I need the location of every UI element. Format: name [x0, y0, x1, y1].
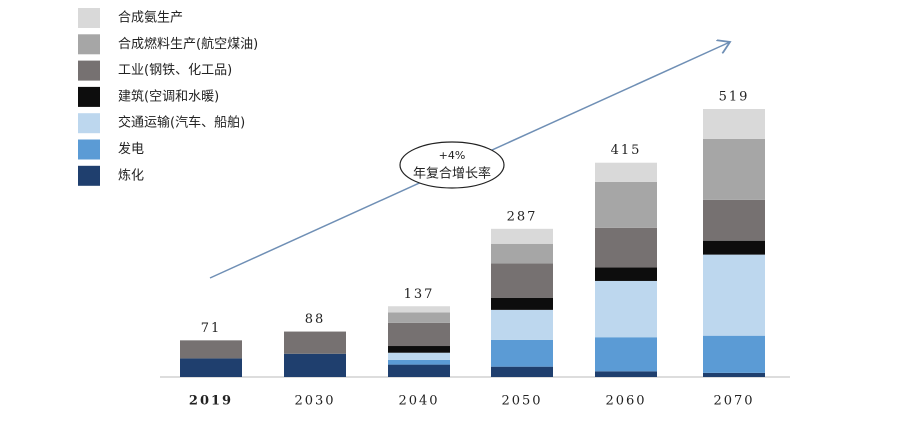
- bar-segment: [595, 337, 657, 372]
- legend-label: 合成燃料生产(航空煤油): [118, 36, 258, 52]
- bar-segment: [703, 199, 765, 241]
- bar-segment: [388, 312, 450, 323]
- x-tick-label: 2070: [713, 394, 754, 409]
- x-tick-label: 2040: [398, 394, 439, 409]
- legend-label: 工业(钢铁、化工品): [118, 63, 232, 78]
- bar-segment: [180, 358, 242, 377]
- growth-label: 年复合增长率: [413, 166, 491, 182]
- bar-segment: [703, 372, 765, 377]
- bar-segment: [388, 306, 450, 313]
- bar-segment: [703, 109, 765, 139]
- legend-label: 建筑(空调和水暖): [118, 88, 219, 104]
- bar-segment: [703, 254, 765, 336]
- legend-label: 发电: [118, 141, 144, 157]
- total-label: 519: [719, 90, 750, 105]
- total-label: 287: [507, 209, 538, 224]
- legend-swatch: [78, 113, 100, 134]
- legend-label: 交通运输(汽车、船舶): [118, 115, 245, 131]
- bar-segment: [388, 352, 450, 360]
- x-tick-label: 2030: [294, 394, 335, 409]
- bar-segment: [703, 335, 765, 373]
- x-tick-label: 2060: [605, 394, 646, 409]
- bar-segment: [491, 339, 553, 367]
- bar-segment: [284, 331, 346, 354]
- bar-segment: [491, 297, 553, 310]
- bar-segment: [388, 359, 450, 365]
- legend-swatch: [78, 8, 100, 28]
- bar-segment: [284, 353, 346, 377]
- bar-segment: [595, 227, 657, 268]
- total-label: 71: [201, 321, 222, 336]
- legend-swatch: [78, 139, 100, 160]
- bar-segment: [180, 340, 242, 359]
- growth-rate: +4%: [439, 149, 466, 162]
- bar-segment: [595, 162, 657, 182]
- x-tick-label: 2019: [189, 394, 233, 409]
- legend-swatch: [78, 165, 100, 186]
- bar-segment: [388, 364, 450, 377]
- total-label: 137: [404, 287, 435, 302]
- total-label: 415: [611, 143, 642, 158]
- bar-segment: [491, 243, 553, 264]
- bar-segment: [595, 280, 657, 338]
- x-tick-label: 2050: [501, 394, 542, 409]
- bar-segment: [491, 263, 553, 298]
- bar-segment: [595, 371, 657, 377]
- legend-swatch: [78, 86, 100, 107]
- bar-segment: [595, 181, 657, 228]
- bar-segment: [388, 322, 450, 347]
- bar-segment: [703, 138, 765, 200]
- bar-segment: [491, 309, 553, 340]
- bar-segment: [595, 267, 657, 281]
- growth-ellipse: [399, 141, 505, 189]
- legend-label: 合成氨生产: [118, 11, 183, 26]
- bar-segment: [491, 228, 553, 244]
- bar-segment: [491, 366, 553, 377]
- bar-segment: [703, 240, 765, 255]
- total-label: 88: [305, 312, 326, 327]
- legend-swatch: [78, 60, 100, 81]
- legend-label: 炼化: [118, 168, 144, 183]
- bar-segment: [388, 346, 450, 353]
- legend-swatch: [78, 34, 100, 55]
